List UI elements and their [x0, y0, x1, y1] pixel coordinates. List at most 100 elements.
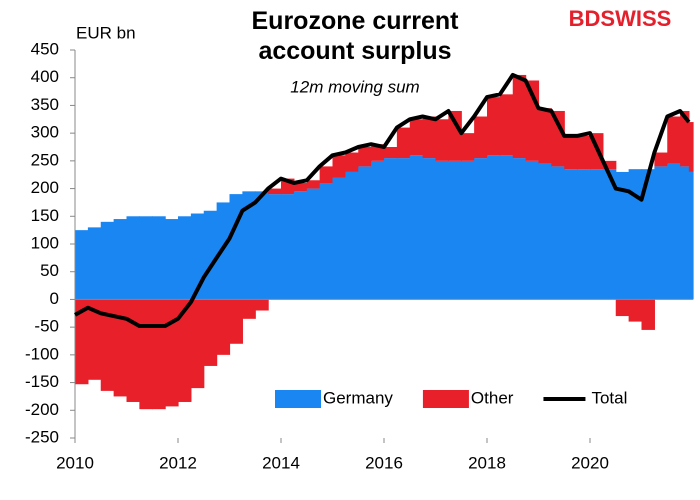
area-segment: [538, 108, 552, 164]
area-segment: [499, 94, 514, 156]
area-segment: [332, 155, 346, 178]
area-segment: [345, 171, 359, 300]
x-tick-label: 2014: [262, 453, 300, 472]
area-segment: [139, 299, 153, 410]
area-segment: [448, 110, 462, 161]
area-segment: [100, 299, 115, 391]
area-segment: [113, 299, 128, 397]
x-tick-label: 2012: [159, 453, 197, 472]
area-segment: [358, 166, 372, 300]
area-segment: [680, 166, 690, 300]
area-segment: [551, 166, 565, 300]
area-segment: [409, 155, 424, 300]
area-segment: [487, 155, 501, 300]
area-segment: [139, 216, 153, 300]
y-tick-label: -200: [25, 400, 59, 419]
area-segment: [615, 299, 630, 317]
area-segment: [255, 299, 269, 311]
area-segment: [577, 135, 591, 170]
y-tick-label: 450: [31, 39, 59, 58]
area-segment: [268, 188, 282, 195]
area-segment: [487, 97, 501, 156]
y-tick-label: 400: [31, 67, 59, 86]
area-segment: [641, 299, 655, 330]
area-segment: [474, 116, 488, 159]
area-segment: [255, 191, 269, 300]
line: [74, 72, 691, 328]
y-tick-label: 100: [31, 233, 59, 252]
area-segment: [590, 169, 604, 300]
chart-subtitle: 12m moving sum: [290, 77, 419, 96]
area-segment: [345, 152, 359, 172]
area-segment: [448, 160, 462, 300]
area-segment: [268, 194, 282, 300]
area-segment: [100, 221, 115, 300]
y-tick-label: 300: [31, 123, 59, 142]
y-tick-label: 150: [31, 206, 59, 225]
x-tick-label: 2010: [56, 453, 94, 472]
y-tick-label: -250: [25, 427, 59, 446]
area-segment: [358, 147, 372, 167]
area-segment: [190, 213, 205, 300]
area-segment: [538, 163, 552, 300]
area-segment: [281, 194, 295, 300]
area-segment: [564, 169, 578, 300]
area-segment: [203, 210, 218, 300]
area-segment: [628, 169, 643, 300]
area-segment: [306, 180, 321, 189]
chart-title: Eurozone current account surplus: [252, 7, 460, 65]
legend-label: Total: [591, 388, 627, 407]
y-tick-label: -150: [25, 372, 59, 391]
legend-label: Other: [471, 388, 514, 407]
area-segment: [152, 299, 166, 410]
x-tick-label: 2020: [571, 453, 609, 472]
area-segment: [577, 169, 591, 300]
area-segment: [688, 122, 694, 172]
area-segment: [229, 299, 243, 344]
area-segment: [319, 183, 334, 300]
area-segment: [512, 158, 527, 300]
y-tick-label: 0: [50, 289, 59, 308]
area-segment: [319, 166, 334, 184]
y-tick-label: 50: [40, 261, 59, 280]
area-segment: [667, 116, 681, 164]
area-segment: [332, 177, 346, 300]
area-segment: [474, 158, 488, 300]
y-axis-label: EUR bn: [76, 23, 136, 42]
plot-area: [75, 74, 694, 410]
area-segment: [602, 169, 617, 300]
area-segment: [87, 299, 102, 380]
area-segment: [688, 171, 694, 300]
x-tick-label: 2018: [468, 453, 506, 472]
area-segment: [293, 191, 308, 300]
area-segment: [165, 299, 179, 407]
area-segment: [564, 135, 578, 170]
area-segment: [203, 299, 218, 366]
area-segment: [384, 147, 398, 159]
area-segment: [435, 160, 449, 300]
y-tick-label: 200: [31, 178, 59, 197]
area-segment: [422, 158, 437, 300]
legend-label: Germany: [323, 388, 393, 407]
area-segment: [628, 299, 643, 322]
area-segment: [242, 299, 256, 319]
area-segment: [422, 116, 437, 159]
area-segment: [461, 133, 475, 161]
area-segment: [615, 171, 630, 300]
legend-swatch: [422, 390, 469, 408]
area-segment: [178, 216, 192, 300]
area-segment: [654, 166, 668, 300]
x-tick-label: 2016: [365, 453, 403, 472]
area-segment: [667, 163, 681, 300]
area-segment: [461, 160, 475, 300]
y-tick-label: -50: [34, 317, 59, 336]
area-segment: [113, 219, 128, 300]
area-segment: [512, 74, 527, 159]
area-segment: [409, 119, 424, 156]
area-segment: [152, 216, 166, 300]
area-segment: [602, 160, 617, 170]
area-segment: [306, 188, 321, 300]
area-segment: [499, 155, 514, 300]
area-segment: [216, 299, 231, 355]
